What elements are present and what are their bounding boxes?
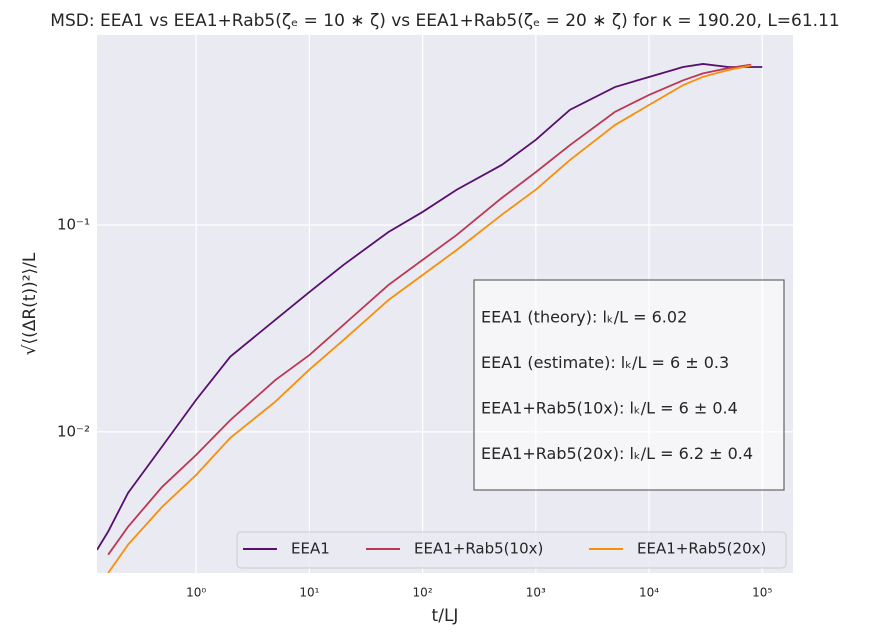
series-line — [107, 63, 752, 556]
y-tick-label: 10⁻² — [57, 422, 90, 440]
y-tick-label: 10⁻¹ — [57, 215, 90, 233]
annotation: EEA1+Rab5(20x): lₖ/L = 6.2 ± 0.4 — [481, 444, 753, 463]
chart-title: MSD: EEA1 vs EEA1+Rab5(ζₑ = 10 ∗ ζ) vs E… — [50, 11, 839, 31]
annotation: EEA1 (estimate): lₖ/L = 6 ± 0.3 — [481, 353, 729, 372]
legend-label: EEA1+Rab5(10x) — [414, 540, 543, 558]
annotation: EEA1+Rab5(10x): lₖ/L = 6 ± 0.4 — [481, 399, 738, 418]
x-axis-label: t/LJ — [432, 606, 459, 626]
x-tick-label: 10⁰ — [186, 586, 206, 600]
y-axis-label: √⟨(ΔR(t))²⟩/L — [20, 252, 40, 355]
x-tick-label: 10² — [413, 586, 433, 600]
x-tick-label: 10³ — [526, 586, 546, 600]
series-line — [107, 64, 752, 573]
legend-label: EEA1+Rab5(20x) — [637, 540, 766, 558]
x-tick-label: 10⁴ — [639, 586, 659, 600]
series-line — [97, 63, 763, 551]
x-tick-label: 10⁵ — [752, 586, 772, 600]
annotation: EEA1 (theory): lₖ/L = 6.02 — [481, 308, 687, 327]
annotation-box — [473, 279, 785, 491]
legend-label: EEA1 — [291, 540, 330, 558]
legend-box — [236, 531, 787, 569]
x-tick-label: 10¹ — [299, 586, 319, 600]
